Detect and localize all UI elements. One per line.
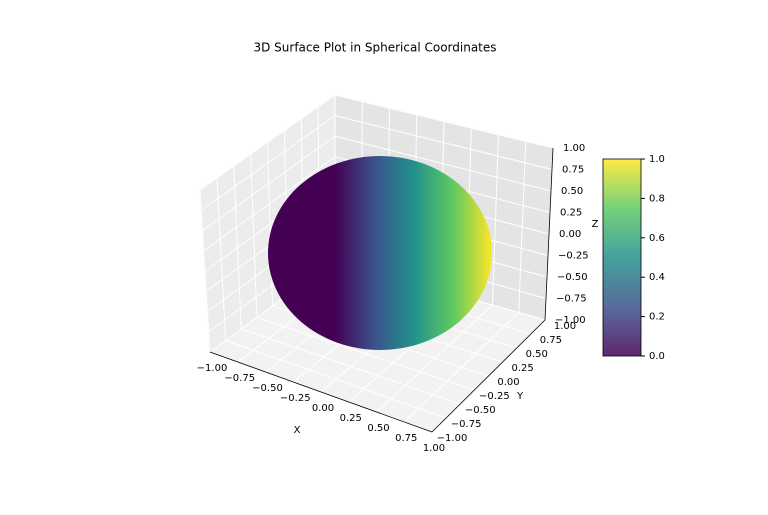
z-tick-label: 0.75 [562, 165, 584, 176]
y-tick-label: 0.25 [511, 363, 533, 374]
grid-line [334, 115, 553, 170]
y-axis-label: Y [516, 391, 524, 402]
x-tick-label: −0.75 [224, 373, 255, 384]
y-tick-label: 0.50 [526, 349, 548, 360]
y-tick-label: −0.50 [465, 405, 496, 416]
x-axis-label: X [294, 425, 301, 436]
colorbar-tick-label: 0.6 [649, 233, 665, 244]
colorbar-tick-label: 0.8 [649, 193, 665, 204]
y-tick-label: 1.00 [554, 321, 576, 332]
grid-line [256, 317, 475, 391]
x-tick-label: 0.50 [367, 423, 389, 434]
z-tick-label: −1.00 [555, 315, 586, 326]
y-tick-label: −0.25 [479, 391, 510, 402]
z-tick-label: 1.00 [563, 143, 585, 154]
grid-line [202, 135, 336, 231]
grid-line [203, 156, 336, 252]
grid-line [334, 94, 554, 149]
x-tick-label: −0.50 [252, 383, 283, 394]
z-axis-label: Z [592, 219, 599, 230]
colorbar-tick-label: 0.0 [649, 351, 665, 362]
z-tick-label: −0.50 [557, 272, 588, 283]
x-tick-label: 0.00 [312, 403, 334, 414]
colorbar [602, 158, 642, 357]
z-tick-label: 0.00 [559, 229, 581, 240]
colorbar-tick-label: 1.0 [649, 154, 665, 165]
colorbar-tick-label: 0.4 [649, 272, 665, 283]
y-tick-label: 0.00 [497, 377, 519, 388]
surface [268, 156, 492, 350]
y-axis-line [431, 319, 546, 433]
z-tick-label: −0.75 [556, 294, 587, 305]
x-tick-label: 0.25 [340, 413, 362, 424]
y-tick-label: −0.75 [451, 419, 482, 430]
grid-line [241, 328, 461, 405]
x-tick-label: 0.75 [395, 433, 417, 444]
z-axis-line [544, 147, 554, 321]
z-tick-label: −0.25 [558, 251, 589, 262]
x-axis-line [209, 351, 433, 433]
colorbar-tick-label: 0.2 [649, 312, 665, 323]
z-tick-label: 0.25 [560, 208, 582, 219]
y-tick-label: −1.00 [437, 433, 468, 444]
grid-line [199, 94, 336, 191]
grid-line [334, 135, 552, 192]
y-tick-label: 0.75 [540, 335, 562, 346]
ticks: −1.00−0.75−0.50−0.250.000.250.500.751.00… [197, 143, 589, 454]
chart-title: 3D Surface Plot in Spherical Coordinates [253, 41, 496, 55]
x-tick-label: −0.25 [280, 393, 311, 404]
x-tick-label: 1.00 [423, 443, 445, 454]
x-tick-label: −1.00 [197, 363, 228, 374]
z-tick-label: 0.50 [561, 186, 583, 197]
grid-line [200, 115, 336, 211]
grid-line [225, 340, 447, 419]
